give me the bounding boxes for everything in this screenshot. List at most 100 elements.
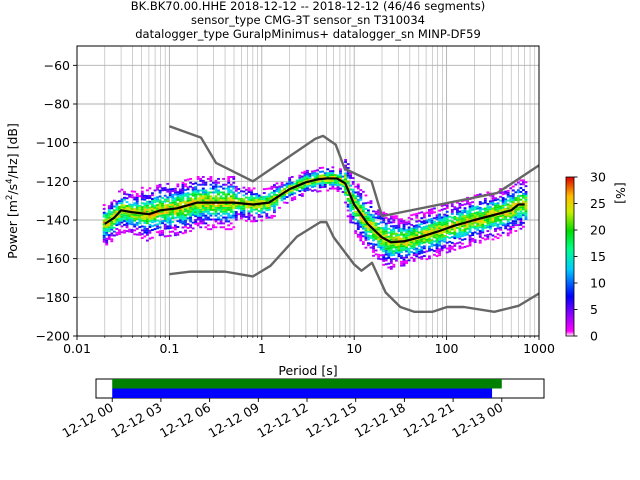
ppsd-cell	[514, 224, 518, 227]
ppsd-cell	[250, 201, 253, 203]
ppsd-cell	[504, 223, 508, 226]
ppsd-cell	[453, 235, 457, 238]
ppsd-cell	[194, 207, 198, 210]
ppsd-cell	[455, 217, 459, 220]
ppsd-cell	[156, 223, 159, 226]
ppsd-cell	[341, 191, 345, 194]
ppsd-cell	[201, 199, 205, 202]
ppsd-cell	[219, 199, 223, 202]
ppsd-cell	[110, 240, 114, 243]
ppsd-cell	[494, 235, 497, 238]
ppsd-cell	[501, 208, 505, 211]
ppsd-cell	[214, 179, 218, 182]
ppsd-cell	[430, 229, 434, 232]
ppsd-cell	[440, 208, 444, 211]
ppsd-cell	[382, 256, 386, 259]
timeline-tick-label: 12-12 00	[60, 400, 116, 441]
ppsd-cell	[509, 227, 513, 230]
ppsd-cell	[194, 190, 198, 192]
ppsd-cell	[110, 222, 114, 225]
ppsd-cell	[140, 192, 144, 195]
ppsd-cell	[522, 206, 525, 209]
ppsd-cell	[171, 203, 175, 206]
ppsd-cell	[349, 176, 353, 179]
ppsd-cell	[194, 199, 198, 202]
ppsd-cell	[201, 195, 205, 198]
ppsd-cell	[372, 214, 375, 217]
ppsd-cell	[405, 254, 408, 257]
ppsd-cell	[372, 237, 375, 240]
ppsd-cell	[125, 193, 129, 196]
ppsd-cell	[273, 189, 276, 192]
ppsd-cell	[196, 193, 200, 196]
ppsd-cell	[125, 208, 129, 211]
ppsd-cell	[204, 191, 208, 194]
ppsd-cell	[394, 248, 398, 251]
ppsd-cell	[466, 216, 469, 219]
ppsd-cell	[364, 225, 368, 228]
ppsd-cell	[511, 197, 515, 200]
ppsd-cell	[351, 221, 355, 224]
ppsd-cell	[191, 221, 195, 224]
ppsd-cell	[214, 205, 218, 207]
ppsd-cell	[267, 187, 271, 190]
ppsd-cell	[438, 225, 442, 228]
ppsd-cell	[318, 180, 322, 183]
ppsd-cell	[392, 246, 396, 249]
ppsd-cell	[176, 204, 180, 207]
ppsd-cell	[224, 205, 228, 207]
ppsd-cell	[461, 217, 464, 220]
ppsd-cell	[115, 206, 119, 209]
ppsd-cell	[191, 212, 195, 214]
ppsd-cell	[443, 234, 447, 237]
ppsd-cell	[300, 171, 304, 174]
ppsd-cell	[344, 193, 347, 196]
ppsd-cell	[161, 229, 165, 232]
ppsd-cell	[481, 202, 485, 205]
ppsd-cell	[163, 216, 167, 219]
ppsd-cell	[389, 234, 393, 237]
ppsd-cell	[300, 185, 304, 188]
ppsd-cell	[120, 188, 124, 191]
ppsd-cell	[196, 189, 200, 192]
ppsd-cell	[463, 216, 467, 219]
ppsd-cell	[478, 206, 482, 209]
ppsd-cell	[270, 214, 274, 217]
ppsd-cell	[313, 185, 317, 188]
ppsd-cell	[199, 179, 203, 182]
ppsd-cell	[402, 221, 406, 224]
ppsd-cell	[384, 242, 388, 244]
ppsd-cell	[504, 227, 508, 230]
ppsd-cell	[135, 210, 139, 213]
ppsd-cell	[189, 214, 192, 217]
ppsd-cell	[516, 200, 520, 203]
ppsd-cell	[425, 219, 429, 222]
ppsd-cell	[344, 186, 347, 189]
ppsd-cell	[364, 223, 368, 226]
ppsd-cell	[389, 217, 393, 220]
ppsd-cell	[359, 231, 363, 234]
ppsd-cell	[331, 176, 335, 178]
ppsd-cell	[478, 208, 482, 211]
ppsd-cell	[486, 203, 490, 205]
ppsd-cell	[265, 209, 269, 212]
ppsd-cell	[184, 206, 187, 209]
ppsd-cell	[501, 200, 505, 203]
ppsd-cell	[168, 201, 172, 204]
ppsd-cell	[443, 213, 447, 216]
ppsd-cell	[367, 236, 370, 239]
ppsd-cell	[372, 225, 375, 228]
ppsd-cell	[123, 216, 126, 219]
timeline-tick-label: 12-12 12	[254, 400, 310, 441]
ppsd-cell	[148, 206, 152, 209]
ppsd-cell	[214, 181, 218, 184]
ppsd-cell	[405, 246, 408, 249]
ppsd-cell	[143, 210, 147, 213]
ppsd-cell	[346, 205, 350, 208]
ppsd-cell	[455, 220, 459, 223]
ppsd-cell	[262, 203, 266, 206]
ppsd-cell	[247, 210, 251, 213]
ppsd-cell	[300, 181, 304, 184]
ppsd-cell	[438, 215, 442, 218]
ppsd-cell	[105, 237, 109, 240]
